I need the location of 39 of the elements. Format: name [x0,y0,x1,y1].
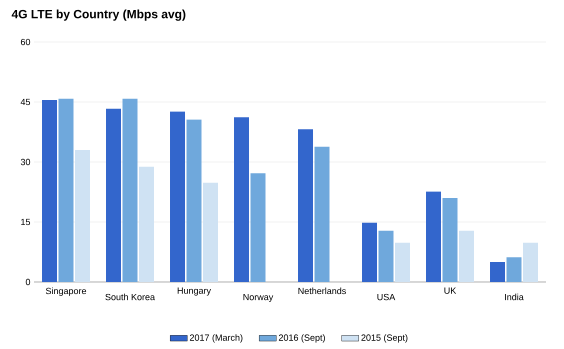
bar [250,173,266,282]
bar [139,166,154,282]
x-tick-label: India [505,294,524,300]
bar [426,192,442,282]
chart-title: 4G LTE by Country (Mbps avg) [12,10,186,21]
bar [490,262,506,282]
x-tick-label: Singapore [46,288,86,296]
bar [506,257,522,282]
bar [459,230,474,282]
y-tick-label: 15 [21,218,30,226]
bar [186,120,202,282]
bar [58,98,74,282]
bar [170,112,186,282]
bar [314,146,330,282]
legend-label: 2016 (Sept) [278,334,325,343]
y-tick-label: 0 [26,278,30,286]
x-tick-label: South Korea [105,294,156,300]
y-tick-label: 45 [20,98,30,106]
bar [106,108,122,282]
bar [234,117,250,282]
x-tick-label: Hungary [178,288,211,296]
bar [203,182,218,282]
bar [378,230,394,282]
x-tick-label: USA [377,294,396,300]
bar [42,100,58,282]
y-tick-label: 30 [20,158,30,166]
bar [523,242,538,282]
bar [298,129,314,282]
bar [395,242,410,282]
bar [122,98,138,282]
legend-label: 2015 (Sept) [361,334,408,343]
bar [75,150,90,282]
legend-label: 2017 (March) [190,334,242,343]
bar [362,222,378,282]
bar [442,198,458,282]
y-tick-label: 60 [20,38,30,46]
x-tick-label: Norway [243,294,274,302]
x-tick-label: UK [444,288,456,294]
x-tick-label: Netherlands [298,288,346,294]
